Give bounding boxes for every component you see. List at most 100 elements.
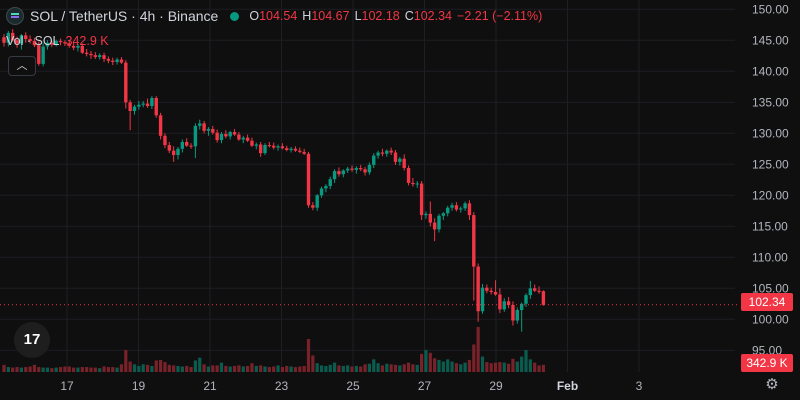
time-tick-label: 29 [489,379,503,393]
gear-icon[interactable]: ⚙ [765,376,779,393]
price-tick-label: 95.00 [752,343,782,357]
price-tick-label: 105.00 [752,281,789,295]
candle-body [232,132,237,135]
candle-body [37,45,41,64]
candle-body [132,106,137,111]
volume-bar [219,362,224,372]
volume-bar [159,359,163,372]
volume-bar [437,359,441,372]
candle-body [215,132,219,141]
candle-body [167,145,171,151]
candle-body [337,171,341,175]
tradingview-logo-icon[interactable]: 17 [14,322,50,358]
candle-body [493,292,498,295]
candle-body [354,168,359,170]
candle-body [345,168,350,171]
ohlc-close: C102.34 [404,9,453,23]
candle-body [385,150,389,154]
volume-bar [463,362,467,372]
volume-bar [433,358,437,372]
ohlc-high: H104.67 [302,9,350,23]
time-tick-label: 25 [346,379,360,393]
volume-bar [402,364,406,372]
candle-body [71,45,76,48]
candle-body [263,145,267,154]
candle-body [58,40,63,43]
candle-body [206,128,211,131]
candle-body [485,287,489,291]
volume-bar [72,367,76,372]
candle-body [406,168,411,183]
chevron-up-icon[interactable]: ︿ [8,56,36,76]
volume-bar [472,344,476,372]
candle-body [163,135,167,146]
volume-bar [193,360,197,372]
candle-body [267,145,272,147]
volume-bar [41,367,45,372]
candle-body [376,152,380,156]
candle-body [6,32,11,43]
volume-bar [415,364,419,372]
candle-body [224,133,228,137]
candle-body [171,150,176,155]
volume-legend[interactable]: Vol · SOL 342.9 K [6,34,109,48]
volume-bar [411,364,415,372]
candle-body [154,97,158,116]
candle-body [180,141,185,149]
candle-body [28,39,32,41]
volume-bar [6,367,10,372]
last-volume-tag: 342.9 K [746,356,787,370]
time-tick-label: 19 [132,379,146,393]
time-tick-label: 23 [275,379,289,393]
volume-bar [37,367,41,372]
candle-body [415,183,419,185]
time-axis[interactable]: 17 19 21 23 25 27 29 Feb 3 [60,379,642,393]
candle-body [302,151,306,154]
candle-body [254,144,258,146]
candle-body [463,203,467,209]
volume-bar [63,366,67,372]
candle-body [341,170,345,175]
candle-body [24,35,28,40]
price-axis[interactable]: 150.00 145.00 140.00 135.00 130.00 125.00 120.… [752,2,789,357]
candle-body [115,59,119,62]
candle-body [454,205,459,210]
candle-body [202,123,206,131]
ohlc-values: O104.54 H104.67 L102.18 C102.34 −2.21 (−… [249,9,542,23]
time-tick-label: 21 [203,379,217,393]
volume-bar [498,362,502,372]
candle-body [45,42,50,47]
candle-body [519,303,524,310]
volume-bar [450,361,454,372]
volume-bar [180,366,184,372]
candle-body [67,43,71,46]
candle-body [524,295,528,304]
candle-body [359,168,363,170]
candle-body [432,222,437,230]
volume-bar [285,365,289,372]
volume-bar [459,364,463,372]
sol-coin-icon [6,7,24,25]
volume-bar [315,363,319,372]
candle-body [137,104,141,107]
volume-bars [2,326,545,372]
last-price-tag: 102.34 [749,295,786,309]
volume-bar [141,364,145,372]
volume-bar [150,365,154,372]
symbol-title[interactable]: SOL / TetherUS · 4h · Binance [30,8,219,24]
volume-bar [98,368,102,372]
volume-bar [132,364,137,372]
volume-bar [293,367,298,372]
candle-body [185,141,189,146]
volume-bar [211,365,215,372]
symbol-legend[interactable]: SOL / TetherUS · 4h · Binance O104.54 H1… [6,7,542,25]
volume-bar [485,362,489,372]
candle-body [272,145,276,148]
candle-body [19,35,24,44]
candle-body [537,290,541,292]
candle-body [145,103,150,107]
volume-bar [528,359,532,372]
volume-bar [76,367,80,372]
price-tick-label: 135.00 [752,95,789,109]
